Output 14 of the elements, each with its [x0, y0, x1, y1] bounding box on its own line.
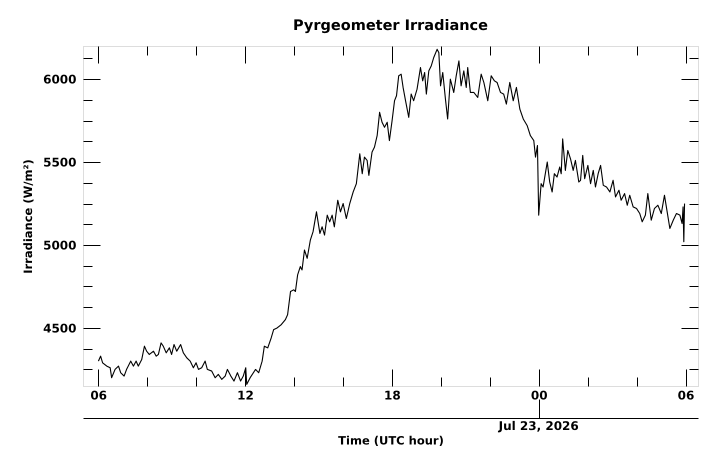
y-tick-label: 5500 [43, 156, 76, 170]
x-tick-label: 06 [678, 388, 694, 402]
x-tick-label: 12 [237, 388, 254, 402]
line-series [98, 48, 686, 385]
x-axis-title: Time (UTC hour) [338, 434, 444, 448]
y-axis-title: Irradiance (W/m²) [21, 159, 36, 274]
x-tick-label: 18 [384, 388, 401, 402]
y-tick-label: 5000 [43, 238, 76, 253]
annotation: Jul 23, 2026 [498, 419, 579, 433]
x-tick-label: 06 [90, 388, 108, 402]
chart-title: Pyrgeometer Irradiance [293, 18, 488, 34]
x-tick-label: 00 [530, 388, 548, 402]
y-tick-label: 6000 [43, 72, 76, 87]
y-tick-label: 4500 [43, 321, 76, 336]
